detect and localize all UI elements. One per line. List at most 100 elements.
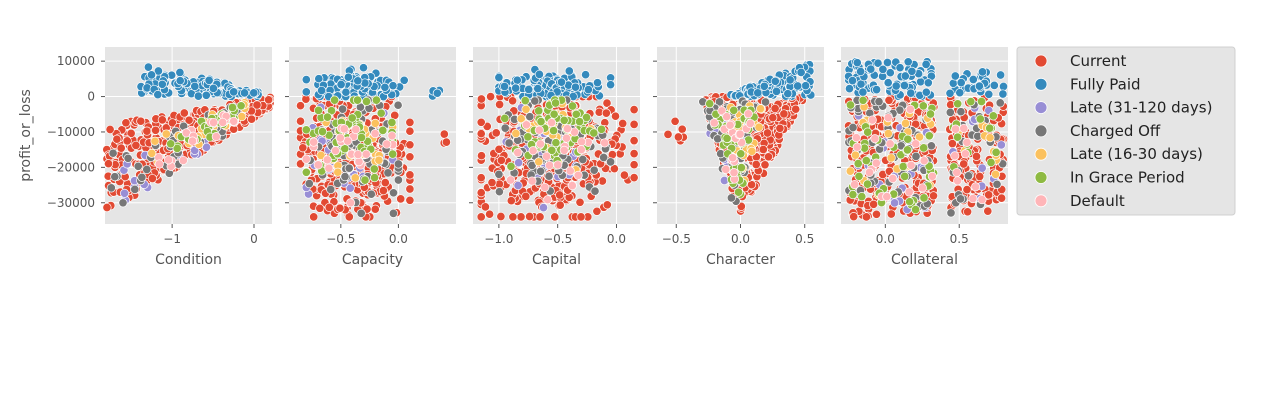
point-current (167, 118, 178, 128)
point-current (476, 129, 486, 139)
point-fully-paid (353, 76, 363, 86)
point-default (953, 176, 963, 186)
point-charged-off (110, 172, 120, 182)
point-fully-paid (511, 83, 521, 93)
legend-marker (1034, 77, 1048, 91)
point-default (951, 124, 961, 134)
point-default (346, 198, 356, 208)
point-current (629, 119, 639, 129)
point-current (775, 123, 785, 133)
point-fully-paid (432, 88, 442, 98)
point-charged-off (874, 97, 884, 107)
point-default (567, 181, 577, 191)
point-fully-paid (996, 70, 1006, 80)
point-in-grace-period (559, 115, 569, 125)
point-fully-paid (883, 78, 893, 88)
point-default (721, 164, 731, 174)
point-charged-off (118, 198, 128, 208)
x-tick-label: 0 (250, 232, 258, 246)
point-in-grace-period (356, 132, 367, 143)
point-fully-paid (998, 81, 1009, 92)
point-current (629, 105, 639, 115)
point-current (869, 199, 879, 209)
point-current (122, 136, 132, 146)
point-charged-off (338, 104, 348, 114)
point-in-grace-period (370, 173, 380, 183)
point-late-16-30-days (755, 104, 766, 114)
point-late-16-30-days (147, 148, 157, 158)
point-default (543, 195, 553, 205)
point-fully-paid (494, 72, 504, 83)
point-in-grace-period (360, 175, 370, 185)
point-in-grace-period (551, 138, 561, 148)
point-current (975, 171, 985, 182)
point-default (917, 183, 927, 193)
y-tick-label: 10000 (57, 54, 95, 68)
point-in-grace-period (733, 187, 744, 197)
point-in-grace-period (575, 117, 585, 127)
point-in-grace-period (520, 96, 530, 106)
point-fully-paid (301, 75, 311, 85)
point-fully-paid (878, 64, 888, 74)
point-fully-paid (193, 91, 203, 101)
point-current (663, 129, 673, 139)
point-charged-off (393, 159, 403, 169)
point-default (725, 120, 735, 130)
point-charged-off (130, 184, 140, 194)
x-tick-label: −0.5 (326, 232, 355, 246)
point-charged-off (848, 122, 858, 133)
point-current (550, 212, 560, 222)
point-fully-paid (343, 72, 353, 82)
point-current (521, 191, 531, 201)
point-in-grace-period (596, 124, 607, 134)
point-current (121, 118, 131, 128)
point-late-16-30-days (985, 133, 995, 143)
point-late-31-120-days (514, 158, 524, 168)
point-in-grace-period (236, 101, 246, 111)
point-in-grace-period (953, 132, 963, 142)
point-current (997, 193, 1007, 203)
point-current (405, 184, 415, 194)
point-default (919, 156, 929, 166)
point-in-grace-period (848, 190, 858, 200)
point-default (743, 109, 753, 119)
legend-marker (1034, 54, 1048, 68)
point-default (745, 118, 755, 129)
point-default (154, 159, 164, 169)
point-current (861, 212, 871, 222)
x-axis-label: Condition (155, 252, 222, 268)
point-in-grace-period (376, 108, 386, 118)
point-current (629, 173, 639, 183)
point-current (102, 202, 112, 213)
point-fully-paid (921, 59, 931, 69)
point-default (911, 139, 921, 149)
point-fully-paid (229, 87, 239, 97)
point-current (179, 108, 189, 118)
legend-label: Fully Paid (1070, 75, 1141, 93)
point-current (315, 203, 325, 213)
point-in-grace-period (227, 102, 238, 113)
point-fully-paid (317, 85, 327, 96)
point-fully-paid (534, 69, 544, 79)
point-late-16-30-days (374, 155, 384, 165)
point-in-grace-period (857, 192, 867, 202)
point-current (670, 116, 680, 126)
point-current (396, 194, 406, 204)
point-in-grace-period (925, 109, 936, 119)
point-in-grace-period (985, 123, 995, 133)
point-late-16-30-days (534, 157, 544, 167)
point-charged-off (504, 138, 514, 148)
point-current (629, 149, 639, 159)
point-fully-paid (856, 66, 866, 77)
point-default (960, 149, 970, 159)
point-late-31-120-days (119, 188, 130, 198)
point-default (164, 155, 174, 165)
point-current (103, 159, 114, 169)
point-fully-paid (204, 75, 214, 85)
point-charged-off (304, 179, 314, 189)
point-in-grace-period (986, 157, 996, 168)
point-late-31-120-days (977, 163, 987, 173)
point-charged-off (963, 171, 974, 181)
point-in-grace-period (729, 105, 739, 115)
point-in-grace-period (975, 114, 985, 124)
